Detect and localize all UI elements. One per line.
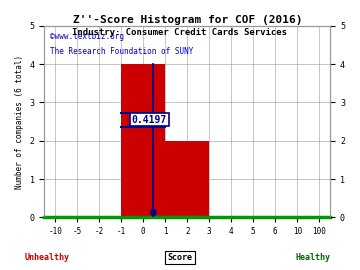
Text: 0.4197: 0.4197 xyxy=(132,115,167,125)
Title: Z''-Score Histogram for COF (2016): Z''-Score Histogram for COF (2016) xyxy=(72,15,302,25)
Text: The Research Foundation of SUNY: The Research Foundation of SUNY xyxy=(50,47,193,56)
Text: Unhealthy: Unhealthy xyxy=(24,253,69,262)
Bar xyxy=(121,64,165,217)
Bar xyxy=(165,141,209,217)
Text: Healthy: Healthy xyxy=(296,253,331,262)
Text: Score: Score xyxy=(167,253,193,262)
Text: Industry: Consumer Credit Cards Services: Industry: Consumer Credit Cards Services xyxy=(72,28,288,37)
Text: ©www.textbiz.org: ©www.textbiz.org xyxy=(50,32,124,40)
Y-axis label: Number of companies (6 total): Number of companies (6 total) xyxy=(15,55,24,189)
